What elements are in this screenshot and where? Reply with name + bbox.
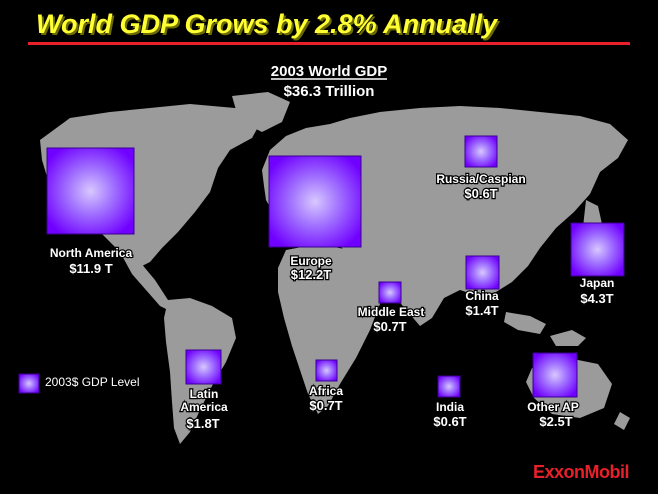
slide-title: World GDP Grows by 2.8% Annually <box>36 9 498 39</box>
gdp-square-japan <box>570 222 625 277</box>
chart-title: 2003 World GDP <box>271 63 387 80</box>
gdp-squares <box>18 135 625 398</box>
label-russia-caspian: Russia/Caspian <box>436 172 525 186</box>
value-latin-america: $1.8T <box>186 416 219 431</box>
label-other-ap: Other AP <box>527 400 579 414</box>
chart-subtitle: $36.3 Trillion <box>284 83 375 100</box>
label-latin-america-line1: Latin <box>190 387 219 401</box>
title-divider <box>28 42 630 45</box>
label-japan: Japan <box>580 276 615 290</box>
value-china: $1.4T <box>465 303 498 318</box>
value-other-ap: $2.5T <box>539 414 572 429</box>
region-labels: North America $11.9 T Europe $12.2T Russ… <box>49 171 616 432</box>
label-africa: Africa <box>309 384 343 398</box>
legend-label: 2003$ GDP Level <box>45 375 140 389</box>
label-middle-east: Middle East <box>358 305 425 319</box>
gdp-square-russia-caspian <box>464 135 498 168</box>
label-india: India <box>436 400 464 414</box>
value-africa: $0.7T <box>309 398 342 413</box>
gdp-square-china <box>465 255 500 290</box>
gdp-square-north-america <box>46 147 135 235</box>
gdp-square-middle-east <box>378 281 402 304</box>
label-china: China <box>465 289 499 303</box>
gdp-square-europe <box>268 155 362 248</box>
value-middle-east: $0.7T <box>373 319 406 334</box>
label-north-america: North America <box>50 246 133 260</box>
gdp-square-other-ap <box>532 352 578 398</box>
value-europe: $12.2T <box>291 267 332 282</box>
gdp-square-africa <box>315 359 338 382</box>
gdp-square-latin-america <box>185 349 222 385</box>
gdp-square-india <box>437 375 461 398</box>
value-india: $0.6T <box>433 414 466 429</box>
label-latin-america-line2: America <box>180 400 228 414</box>
label-europe: Europe <box>290 254 332 268</box>
legend-square <box>18 373 40 394</box>
value-japan: $4.3T <box>580 291 613 306</box>
value-north-america: $11.9 T <box>69 261 112 276</box>
value-russia-caspian: $0.6T <box>464 186 497 201</box>
exxonmobil-logo: ExxonMobil <box>533 462 630 482</box>
